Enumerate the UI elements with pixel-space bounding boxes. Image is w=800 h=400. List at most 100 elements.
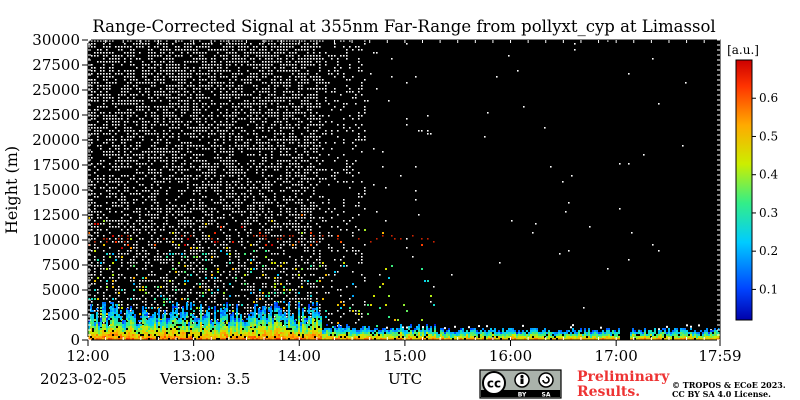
noise-pixel xyxy=(145,223,147,225)
noise-pixel xyxy=(316,85,318,87)
noise-pixel xyxy=(136,304,138,306)
noise-pixel xyxy=(205,166,207,168)
noise-pixel xyxy=(193,61,195,63)
noise-pixel xyxy=(202,58,204,60)
noise-pixel xyxy=(307,142,309,144)
noise-pixel xyxy=(241,61,243,63)
noise-pixel xyxy=(298,142,300,144)
noise-pixel xyxy=(178,94,180,96)
noise-pixel xyxy=(304,262,306,264)
noise-pixel xyxy=(157,259,159,261)
noise-pixel xyxy=(106,88,108,90)
noise-pixel xyxy=(172,262,174,264)
noise-pixel xyxy=(295,163,297,165)
noise-pixel xyxy=(301,241,303,243)
noise-pixel xyxy=(109,196,111,198)
noise-pixel xyxy=(169,49,171,51)
noise-pixel xyxy=(355,322,357,324)
noise-pixel xyxy=(277,58,279,60)
signal-pixel xyxy=(187,298,189,300)
noise-pixel xyxy=(181,55,183,57)
noise-pixel xyxy=(190,268,192,270)
noise-pixel xyxy=(253,160,255,162)
noise-pixel xyxy=(265,154,267,156)
noise-pixel xyxy=(121,262,123,264)
noise-pixel xyxy=(277,142,279,144)
boundary-layer-pixel xyxy=(152,336,154,338)
noise-pixel xyxy=(184,67,186,69)
noise-pixel xyxy=(142,118,144,120)
noise-pixel xyxy=(313,253,315,255)
noise-pixel xyxy=(160,79,162,81)
signal-pixel xyxy=(211,274,213,276)
signal-pixel xyxy=(199,286,201,288)
boundary-layer-pixel xyxy=(152,324,154,326)
signal-pixel xyxy=(223,304,225,306)
noise-pixel xyxy=(331,169,333,171)
noise-pixel xyxy=(259,52,261,54)
noise-pixel xyxy=(136,286,138,288)
noise-pixel xyxy=(352,232,354,234)
noise-pixel xyxy=(187,151,189,153)
noise-pixel xyxy=(157,289,159,291)
noise-pixel xyxy=(289,55,291,57)
noise-pixel xyxy=(259,64,261,66)
noise-pixel xyxy=(187,85,189,87)
noise-pixel xyxy=(211,220,213,222)
noise-pixel xyxy=(310,301,312,303)
noise-pixel xyxy=(151,214,153,216)
boundary-layer-pixel xyxy=(150,334,152,336)
noise-pixel xyxy=(298,88,300,90)
noise-pixel xyxy=(154,247,156,249)
noise-pixel xyxy=(235,43,237,45)
noise-pixel xyxy=(127,307,129,309)
noise-pixel xyxy=(154,106,156,108)
boundary-layer-pixel xyxy=(108,338,110,340)
signal-pixel xyxy=(214,241,216,243)
noise-pixel xyxy=(322,196,324,198)
noise-pixel xyxy=(307,118,309,120)
noise-pixel xyxy=(268,313,270,315)
noise-pixel xyxy=(310,76,312,78)
noise-pixel xyxy=(220,112,222,114)
noise-pixel xyxy=(157,136,159,138)
noise-pixel xyxy=(115,226,117,228)
noise-pixel xyxy=(118,55,120,57)
boundary-layer-pixel xyxy=(112,314,114,316)
noise-pixel xyxy=(214,142,216,144)
boundary-layer-pixel xyxy=(118,334,120,336)
noise-pixel xyxy=(226,40,228,42)
noise-pixel xyxy=(154,199,156,201)
noise-pixel xyxy=(160,277,162,279)
boundary-layer-pixel xyxy=(158,316,160,318)
noise-pixel xyxy=(361,124,363,126)
noise-pixel xyxy=(268,184,270,186)
noise-pixel xyxy=(223,70,225,72)
noise-pixel xyxy=(307,241,309,243)
noise-pixel xyxy=(157,133,159,135)
noise-pixel xyxy=(211,295,213,297)
noise-pixel xyxy=(112,40,114,42)
noise-pixel xyxy=(346,103,348,105)
noise-pixel xyxy=(106,124,108,126)
noise-pixel xyxy=(337,61,339,63)
noise-pixel xyxy=(139,229,141,231)
noise-pixel xyxy=(277,205,279,207)
noise-pixel xyxy=(175,244,177,246)
noise-pixel xyxy=(355,160,357,162)
noise-pixel xyxy=(262,82,264,84)
noise-pixel xyxy=(154,151,156,153)
noise-pixel xyxy=(130,76,132,78)
noise-pixel xyxy=(157,142,159,144)
noise-pixel xyxy=(328,184,330,186)
noise-pixel xyxy=(313,205,315,207)
noise-pixel xyxy=(235,256,237,258)
noise-pixel xyxy=(226,64,228,66)
noise-pixel xyxy=(196,52,198,54)
boundary-layer-pixel xyxy=(118,338,120,340)
noise-pixel xyxy=(283,49,285,51)
noise-pixel xyxy=(112,55,114,57)
noise-pixel xyxy=(250,121,252,123)
noise-pixel xyxy=(286,310,288,312)
noise-pixel xyxy=(289,79,291,81)
